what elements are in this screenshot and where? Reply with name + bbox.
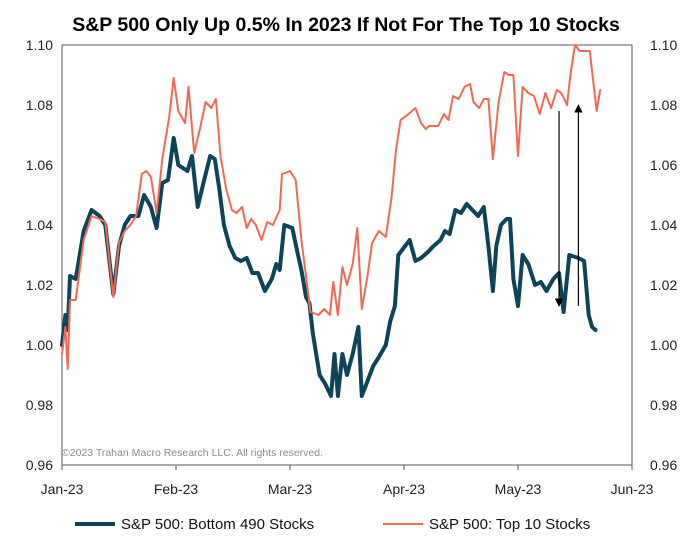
x-tick-label: Apr-23 (383, 481, 425, 497)
legend-label-top-10: S&P 500: Top 10 Stocks (429, 515, 591, 533)
x-tick-label: May-23 (495, 481, 542, 497)
y-tick-label-left: 1.04 (26, 217, 53, 233)
x-axis: Jan-23 Feb-23 Mar-23 Apr-23 May-23 Jun-23 (41, 465, 654, 497)
plot-frame (61, 44, 633, 466)
series-line-top-10 (61, 44, 602, 370)
copyright-annotation: ©2023 Trahan Macro Research LLC. All rig… (62, 447, 323, 459)
legend-item-bottom-490: S&P 500: Bottom 490 Stocks (75, 514, 314, 534)
y-tick-label-right: 0.98 (650, 397, 677, 413)
x-tick-label: Jan-23 (41, 481, 84, 497)
y-tick-label-right: 0.96 (650, 457, 677, 473)
y-tick-label-left: 0.98 (26, 397, 53, 413)
y-tick-label-right: 1.04 (650, 217, 677, 233)
arrow-layer (554, 104, 583, 307)
y-tick-label-left: 1.10 (26, 37, 53, 53)
legend-item-top-10: S&P 500: Top 10 Stocks (383, 514, 590, 534)
y-axis-right: 0.96 0.98 1.00 1.02 1.04 1.06 1.08 1.10 (650, 37, 677, 473)
x-tick-label: Jun-23 (611, 481, 654, 497)
x-tick-label: Feb-23 (154, 481, 199, 497)
y-tick-label-left: 0.96 (26, 457, 53, 473)
y-tick-label-right: 1.08 (650, 97, 677, 113)
x-tick-label: Mar-23 (268, 481, 313, 497)
y-axis-left: 0.96 0.98 1.00 1.02 1.04 1.06 1.08 1.10 (26, 37, 53, 473)
legend-swatch-top-10 (383, 523, 423, 525)
series-layer (60, 44, 602, 398)
y-tick-label-left: 1.00 (26, 337, 53, 353)
y-tick-label-left: 1.06 (26, 157, 53, 173)
y-tick-label-right: 1.00 (650, 337, 677, 353)
y-tick-label-left: 1.02 (26, 277, 53, 293)
y-tick-label-right: 1.10 (650, 37, 677, 53)
y-tick-label-right: 1.06 (650, 157, 677, 173)
legend-swatch-bottom-490 (75, 522, 115, 526)
chart-title: S&P 500 Only Up 0.5% In 2023 If Not For … (72, 14, 620, 36)
y-tick-label-left: 1.08 (26, 97, 53, 113)
y-tick-label-right: 1.02 (650, 277, 677, 293)
series-line-bottom-490 (60, 136, 598, 398)
legend-label-bottom-490: S&P 500: Bottom 490 Stocks (121, 515, 315, 533)
